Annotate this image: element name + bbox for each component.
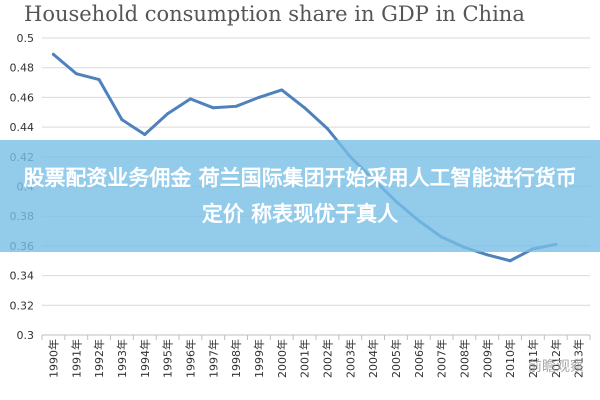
data-point — [97, 78, 101, 82]
x-tick-label: 1994年 — [138, 339, 152, 378]
data-point — [143, 133, 147, 137]
data-point — [234, 104, 238, 108]
y-tick-label: 0.44 — [10, 121, 35, 134]
y-tick-label: 0.46 — [10, 91, 35, 104]
y-tick-label: 0.34 — [10, 270, 35, 283]
data-point — [508, 259, 512, 263]
x-tick-label: 1996年 — [183, 339, 197, 378]
data-point — [74, 72, 78, 76]
x-tick-label: 2001年 — [298, 339, 312, 378]
x-tick-label: 1992年 — [92, 339, 106, 378]
x-tick-label: 2011年 — [526, 339, 540, 378]
headline-text: 股票配资业务佣金 荷兰国际集团开始采用人工智能进行货币定价 称表现优于真人 — [23, 166, 577, 226]
x-tick-label: 2005年 — [389, 339, 403, 378]
data-point — [280, 88, 284, 92]
x-tick-label: 2000年 — [275, 339, 289, 378]
x-tick-label: 1995年 — [161, 339, 175, 378]
data-point — [166, 112, 170, 116]
x-tick-label: 2007年 — [435, 339, 449, 378]
x-tick-label: 1997年 — [206, 339, 220, 378]
x-tick-label: 2008年 — [457, 339, 471, 378]
x-tick-label: 1999年 — [252, 339, 266, 378]
x-tick-label: 2002年 — [320, 339, 334, 378]
data-point — [303, 106, 307, 110]
data-point — [120, 118, 124, 122]
x-tick-label: 2012年 — [549, 339, 563, 378]
x-tick-label: 1991年 — [69, 339, 83, 378]
data-point — [211, 106, 215, 110]
x-tick-label: 1990年 — [46, 339, 60, 378]
x-tick-label: 2006年 — [412, 339, 426, 378]
data-point — [485, 253, 489, 257]
chart-title: Household consumption share in GDP in Ch… — [24, 2, 525, 26]
x-tick-label: 2003年 — [343, 339, 357, 378]
data-point — [188, 97, 192, 101]
x-tick-label: 2010年 — [503, 339, 517, 378]
y-tick-label: 0.5 — [17, 32, 35, 45]
data-point — [51, 52, 55, 56]
watermark-text: 前瞻观察 — [528, 359, 584, 375]
y-tick-label: 0.48 — [10, 62, 35, 75]
x-tick-label: 2009年 — [480, 339, 494, 378]
x-tick-label: 1998年 — [229, 339, 243, 378]
x-tick-label: 2013年 — [572, 339, 586, 378]
y-tick-label: 0.32 — [10, 299, 35, 312]
data-point — [257, 95, 261, 99]
x-tick-label: 2004年 — [366, 339, 380, 378]
headline-banner: 股票配资业务佣金 荷兰国际集团开始采用人工智能进行货币定价 称表现优于真人 — [0, 140, 600, 252]
data-point — [325, 127, 329, 131]
y-tick-label: 0.3 — [17, 329, 35, 342]
x-tick-label: 1993年 — [115, 339, 129, 378]
